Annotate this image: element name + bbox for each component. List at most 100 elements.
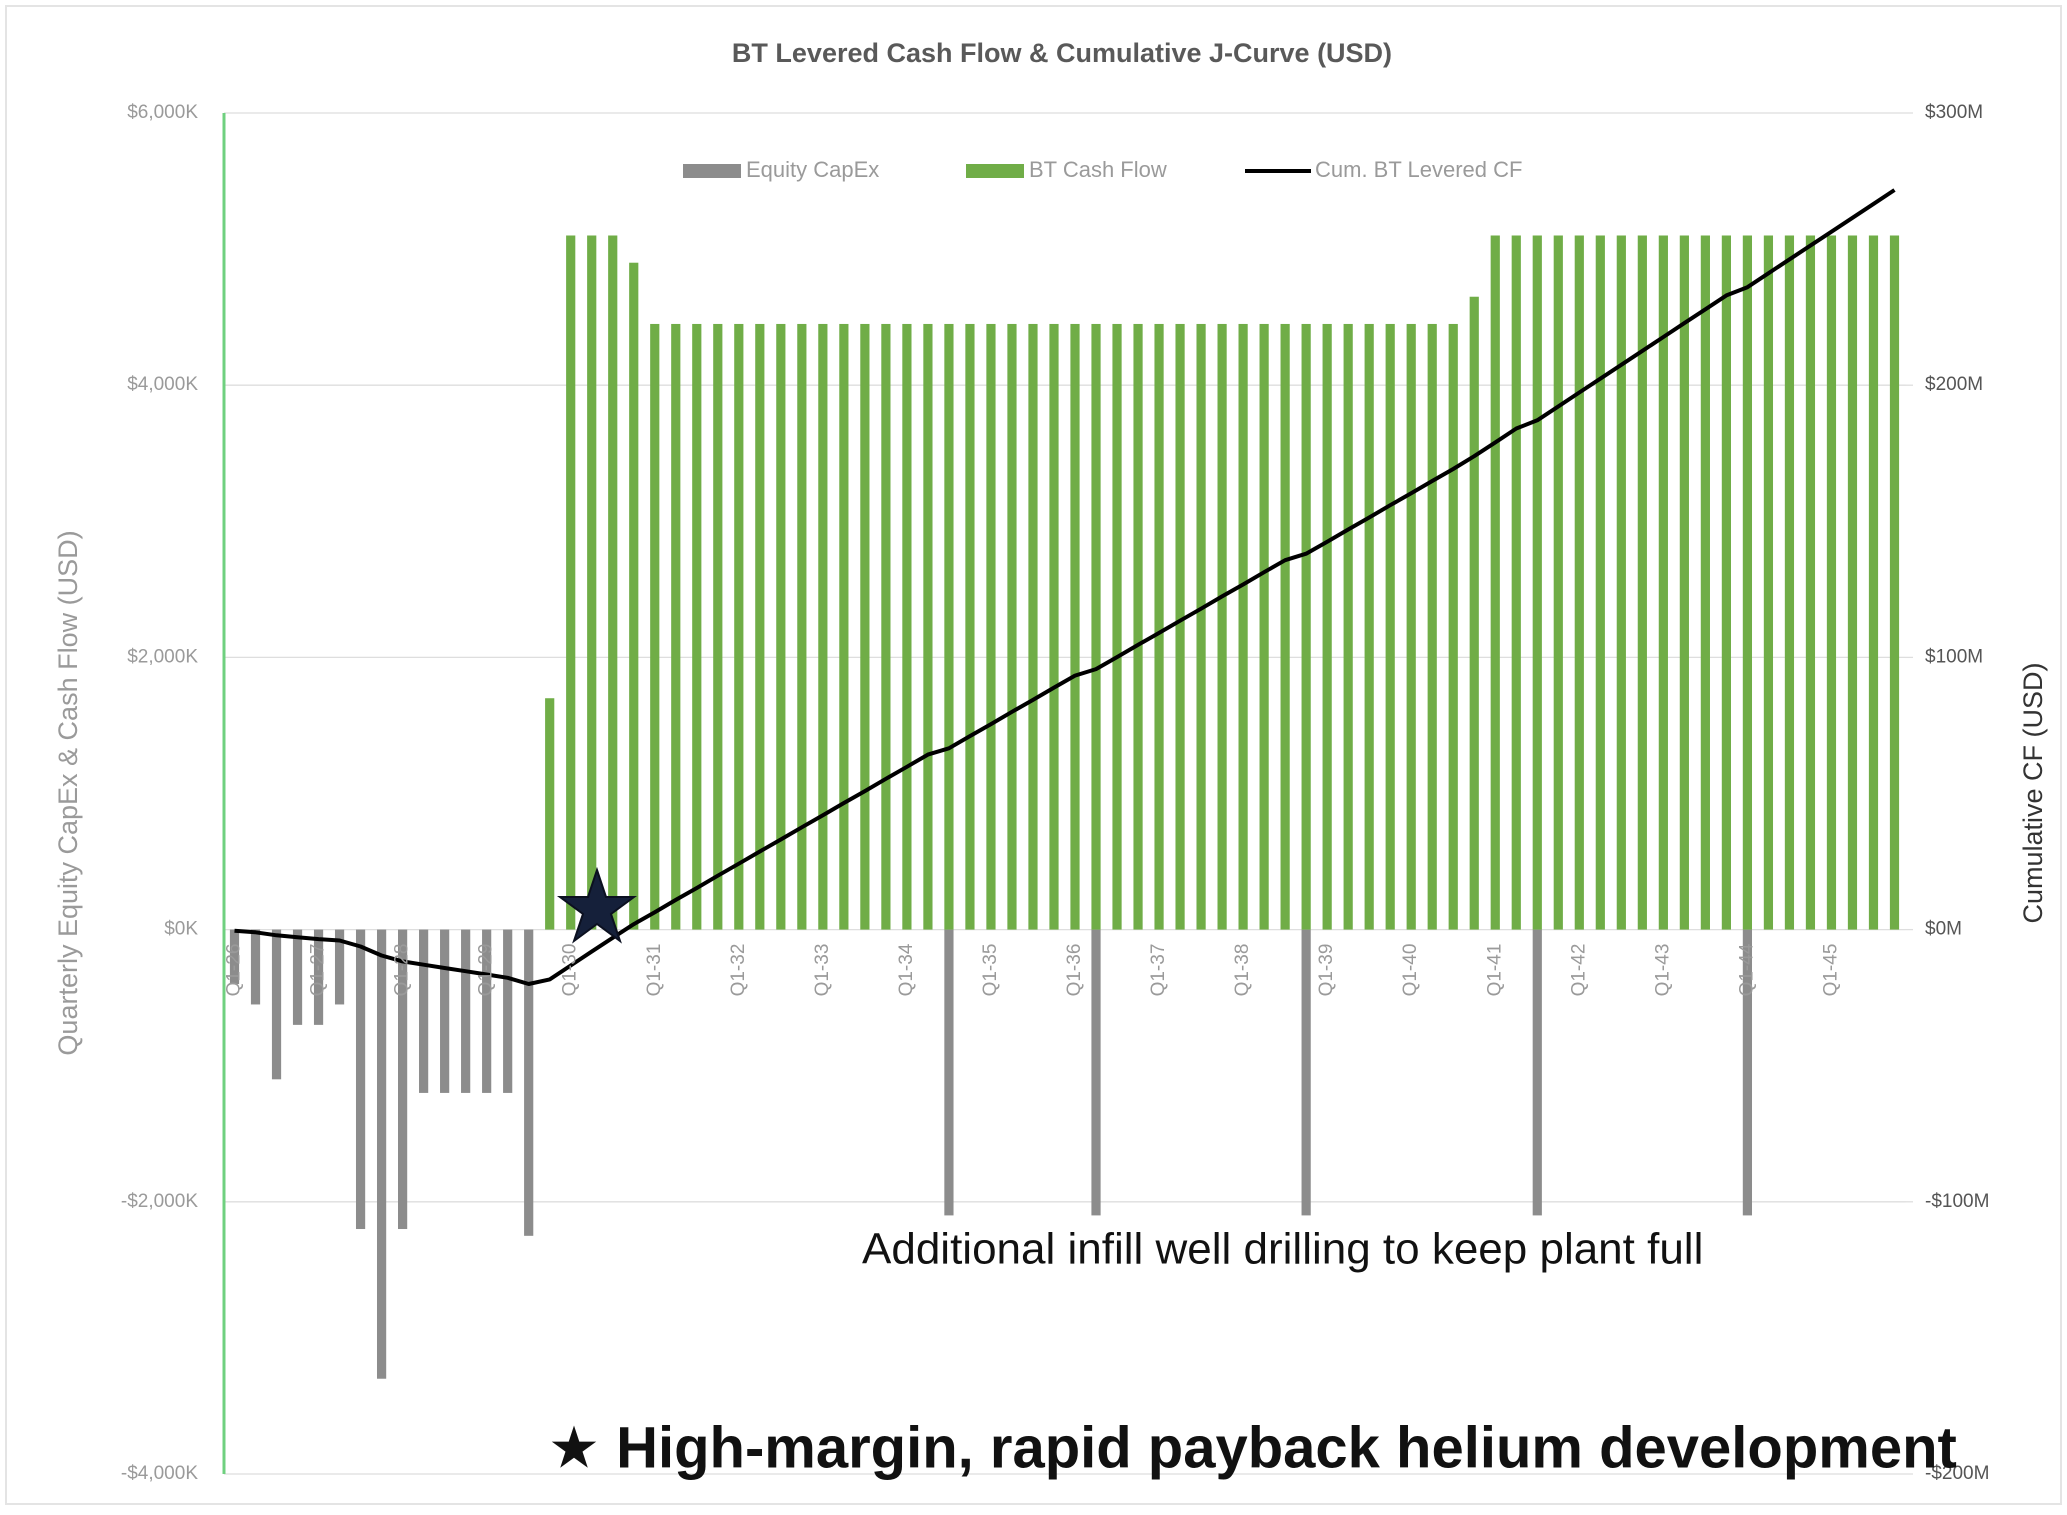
labels: -$4,000K -$2,000K $0K $2,000K $4,000K $6,000K… (121, 102, 1990, 1484)
bar (965, 323, 975, 930)
bar (671, 323, 681, 930)
bar (1511, 235, 1521, 930)
bar (313, 929, 324, 1025)
x-tick-label: Q1-28 (392, 944, 413, 997)
bar (1805, 235, 1816, 930)
x-tick-label: Q1-44 (1736, 943, 1757, 996)
bar (1406, 323, 1416, 930)
legend-swatch (683, 164, 741, 178)
bar (755, 323, 765, 930)
bar (1154, 323, 1164, 930)
bar (839, 323, 849, 930)
x-tick-label: Q1-40 (1400, 944, 1421, 997)
bar (524, 929, 534, 1236)
legend-label: BT Cash Flow (1029, 157, 1167, 182)
y2-tick-label: $200M (1925, 374, 1983, 395)
bar (1658, 235, 1668, 930)
chart-title: BT Levered Cash Flow & Cumulative J-Curv… (732, 38, 1392, 68)
bar (503, 929, 513, 1093)
bar (1700, 235, 1710, 930)
bar (1028, 323, 1038, 930)
y-tick-label: $6,000K (127, 102, 198, 123)
bar (1448, 323, 1458, 930)
bar (1847, 235, 1858, 930)
x-tick-label: Q1-41 (1484, 944, 1505, 997)
bar (860, 323, 870, 930)
bar (776, 323, 786, 930)
x-tick-label: Q1-33 (812, 944, 833, 997)
legend-label: Equity CapEx (746, 157, 879, 182)
x-tick-label: Q1-29 (476, 944, 497, 997)
bar (1343, 323, 1353, 930)
x-tick-label: Q1-26 (224, 944, 245, 997)
legend-swatch (966, 164, 1024, 178)
bar (376, 929, 387, 1379)
bar (1532, 235, 1542, 930)
bar (608, 235, 618, 930)
bar (482, 929, 492, 1093)
bar (398, 929, 408, 1230)
bar (1721, 235, 1731, 930)
y2-tick-label: -$200M (1925, 1463, 1989, 1484)
bar (1301, 929, 1311, 1216)
bar (334, 929, 345, 1005)
y-axis-label: Quarterly Equity CapEx & Cash Flow (USD) (53, 530, 83, 1055)
bar (1469, 296, 1479, 930)
bar (1238, 323, 1248, 930)
y-tick-label: $2,000K (127, 646, 198, 667)
bar (1091, 323, 1101, 930)
bar (1112, 323, 1122, 930)
annotation: Additional infill well drilling to keep … (862, 1225, 1703, 1274)
bar (1532, 929, 1542, 1216)
bar (1259, 323, 1269, 930)
x-tick-label: Q1-27 (308, 944, 329, 997)
x-tick-label: Q1-43 (1652, 944, 1673, 997)
y-tick-label: -$4,000K (121, 1463, 198, 1484)
bar (1133, 323, 1143, 930)
bar (1091, 929, 1101, 1216)
x-tick-label: Q1-45 (1820, 944, 1841, 997)
bar (271, 929, 282, 1080)
x-tick-label: Q1-30 (560, 944, 581, 997)
bar (1826, 235, 1837, 930)
payback-star (556, 866, 638, 944)
bar (734, 323, 744, 930)
bar (461, 929, 471, 1093)
x-tick-label: Q1-37 (1148, 944, 1169, 997)
bar (1427, 323, 1437, 930)
bar (692, 323, 702, 930)
bar (923, 323, 933, 930)
annotation-headline: ★ High-margin, rapid payback helium deve… (548, 1415, 1957, 1480)
x-tick-label: Q1-39 (1316, 944, 1337, 997)
bar (1196, 323, 1206, 930)
bar (902, 323, 912, 930)
bar (1175, 323, 1185, 930)
bar (629, 262, 639, 930)
bar (713, 323, 723, 930)
bar (1217, 323, 1227, 930)
y2-tick-label: $300M (1925, 102, 1983, 123)
bar (797, 323, 807, 930)
bar (355, 929, 366, 1230)
y2-tick-label: $0M (1925, 919, 1962, 940)
x-tick-label: Q1-42 (1568, 944, 1589, 997)
bar (1553, 235, 1563, 930)
bar (1763, 235, 1774, 930)
x-tick-label: Q1-36 (1064, 944, 1085, 997)
bar (1070, 323, 1080, 930)
chart-border (5, 5, 2062, 1505)
bar (1490, 235, 1500, 930)
bar (881, 323, 891, 930)
bar (1364, 323, 1374, 930)
x-tick-label: Q1-32 (728, 944, 749, 997)
bar (250, 929, 261, 1005)
y2-tick-label: -$100M (1925, 1191, 1989, 1212)
x-tick-label: Q1-35 (980, 944, 1001, 997)
bar (944, 929, 954, 1216)
bar (1385, 323, 1395, 930)
bar (1784, 235, 1795, 930)
y-tick-label: $0K (164, 919, 198, 940)
bar (650, 323, 660, 930)
y-tick-label: $4,000K (127, 374, 198, 395)
